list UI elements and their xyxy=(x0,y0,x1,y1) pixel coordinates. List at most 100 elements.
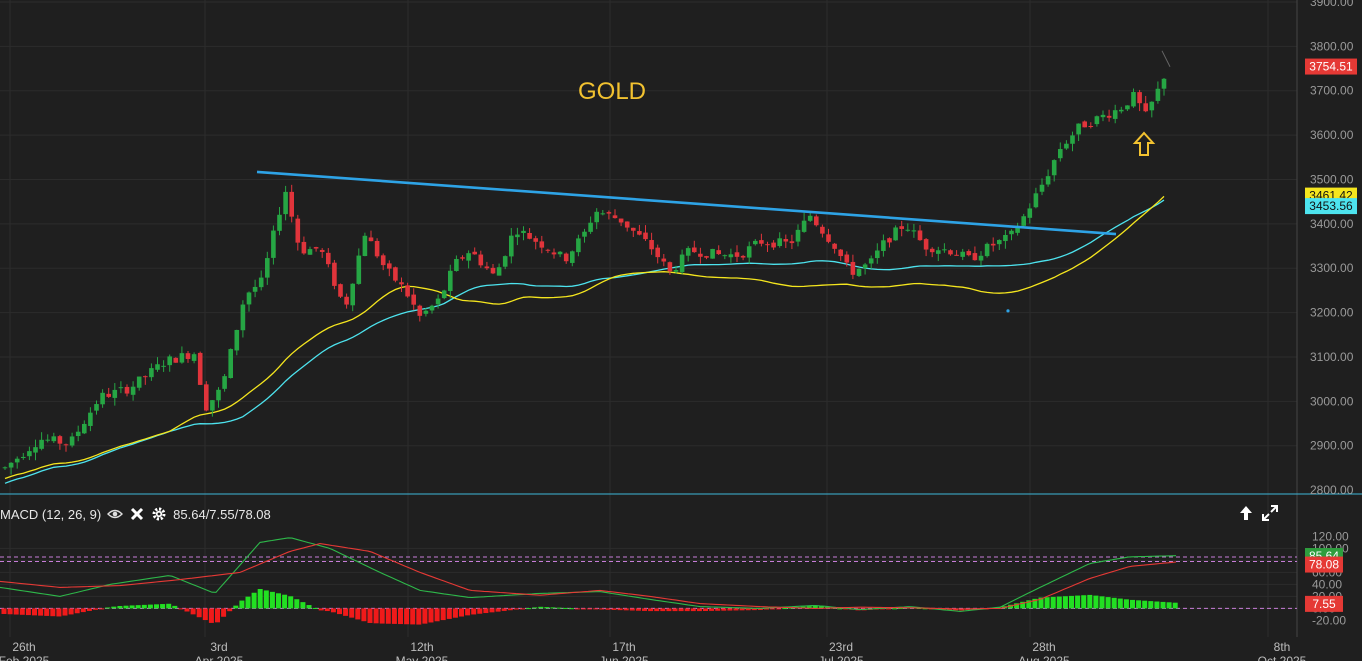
macd-histogram-bar xyxy=(367,608,373,623)
candle-body xyxy=(997,240,1002,245)
candle-body xyxy=(362,235,368,257)
expand-icon[interactable] xyxy=(1262,505,1278,521)
macd-histogram-bar xyxy=(129,605,135,609)
price-tick-label: 3000.00 xyxy=(1310,394,1354,408)
close-icon[interactable] xyxy=(129,506,145,522)
candle-body xyxy=(509,235,514,257)
candle-body xyxy=(234,329,240,351)
price-tick-label: 3100.00 xyxy=(1310,350,1354,364)
candle-body xyxy=(826,234,831,242)
candle-body xyxy=(972,253,978,261)
macd-histogram-bar xyxy=(489,608,495,613)
macd-histogram-bar xyxy=(532,607,538,609)
macd-histogram-bar xyxy=(135,605,141,609)
candle-body xyxy=(136,376,142,388)
macd-histogram-bar xyxy=(593,608,599,610)
macd-histogram-bar xyxy=(410,608,416,625)
candle-body xyxy=(301,241,307,254)
candle-body xyxy=(204,384,209,411)
moving-averages xyxy=(4,195,1165,484)
candle-body xyxy=(1058,149,1063,159)
macd-histogram-bar xyxy=(428,608,434,623)
price-axis[interactable]: 3900.00 3800.00 3700.00 3600.00 3500.00 3400.… xyxy=(1305,0,1357,497)
candle-body xyxy=(1125,105,1130,110)
macd-histogram-bar xyxy=(117,605,123,609)
macd-histogram-bar xyxy=(1014,603,1020,609)
macd-histogram-bar xyxy=(32,608,37,616)
macd-histogram-bar xyxy=(459,608,464,617)
time-tick-label: 26th xyxy=(12,640,35,654)
macd-histogram-bar xyxy=(703,608,708,612)
candle-body xyxy=(216,389,221,401)
macd-histogram-bar xyxy=(544,607,550,609)
trendline[interactable] xyxy=(256,170,1117,236)
price-tick-label: 3900.00 xyxy=(1310,0,1354,9)
candle-body xyxy=(722,255,728,257)
candle-body xyxy=(1009,230,1014,235)
macd-histogram-bar xyxy=(745,608,751,611)
candle-body xyxy=(600,213,606,215)
macd-histogram-bar xyxy=(568,608,574,610)
candlesticks xyxy=(2,77,1167,475)
candle-body xyxy=(393,267,398,281)
candle-body xyxy=(435,298,441,305)
macd-histogram-bar xyxy=(495,608,501,612)
pane-tools xyxy=(1238,505,1278,521)
macd-histogram-bar xyxy=(215,608,220,623)
candle-body xyxy=(45,439,50,441)
macd-label: MACD (12, 26, 9) xyxy=(0,506,102,522)
annotations xyxy=(1006,50,1171,313)
candle-body xyxy=(1021,216,1026,226)
time-tick-sublabel: Jul 2025 xyxy=(818,654,864,661)
candle-body xyxy=(807,215,813,221)
eye-icon[interactable] xyxy=(107,506,124,522)
macd-line xyxy=(0,537,1177,612)
macd-histogram-bar xyxy=(1093,595,1099,609)
macd-histogram-bar xyxy=(672,608,678,612)
macd-value-tag-bg xyxy=(1305,556,1343,573)
candle-body xyxy=(936,250,941,254)
macd-histogram-bar xyxy=(764,608,769,610)
macd-histogram-bar xyxy=(581,608,586,610)
macd-histogram-bar xyxy=(1056,596,1062,609)
macd-histogram-bar xyxy=(422,608,428,624)
candle-body xyxy=(502,256,508,267)
macd-histogram-bar xyxy=(648,608,654,612)
macd-histogram-bar xyxy=(465,608,471,616)
macd-histogram-bar xyxy=(520,608,525,610)
macd-histogram-bar xyxy=(337,608,342,615)
candle-body xyxy=(472,251,477,255)
gear-icon[interactable] xyxy=(151,506,167,522)
macd-histogram-bar xyxy=(477,608,483,614)
candle-body xyxy=(1137,92,1142,104)
candle-body xyxy=(637,231,642,235)
macd-histogram-bar xyxy=(434,608,440,622)
macd-histogram-bar xyxy=(166,603,172,609)
candle-body xyxy=(1143,103,1148,112)
candle-body xyxy=(783,239,789,242)
candle-body xyxy=(856,268,862,276)
candle-body xyxy=(661,258,667,262)
macd-histogram-bar xyxy=(68,608,74,615)
macd-histogram-bar xyxy=(898,607,904,609)
macd-histogram-bar xyxy=(654,608,660,612)
candle-body xyxy=(978,255,984,261)
price-tick-label: 3800.00 xyxy=(1310,39,1354,53)
macd-histogram-bar xyxy=(843,608,849,610)
macd-histogram-bar xyxy=(398,608,403,625)
macd-histogram-bar xyxy=(404,608,410,625)
macd-tick-label: 40.00 xyxy=(1312,577,1342,591)
candle-body xyxy=(667,262,673,272)
candle-body xyxy=(838,249,843,257)
candle-body xyxy=(563,253,569,262)
time-tick-label: 17th xyxy=(612,640,635,654)
macd-histogram-bar xyxy=(50,608,56,617)
arrow-up-icon[interactable] xyxy=(1238,505,1254,521)
macd-histogram-bar xyxy=(44,608,50,616)
time-tick-label: 8th xyxy=(1274,640,1291,654)
macd-histogram-bar xyxy=(178,608,184,610)
candle-body xyxy=(8,462,14,468)
candle-body xyxy=(1155,88,1161,101)
